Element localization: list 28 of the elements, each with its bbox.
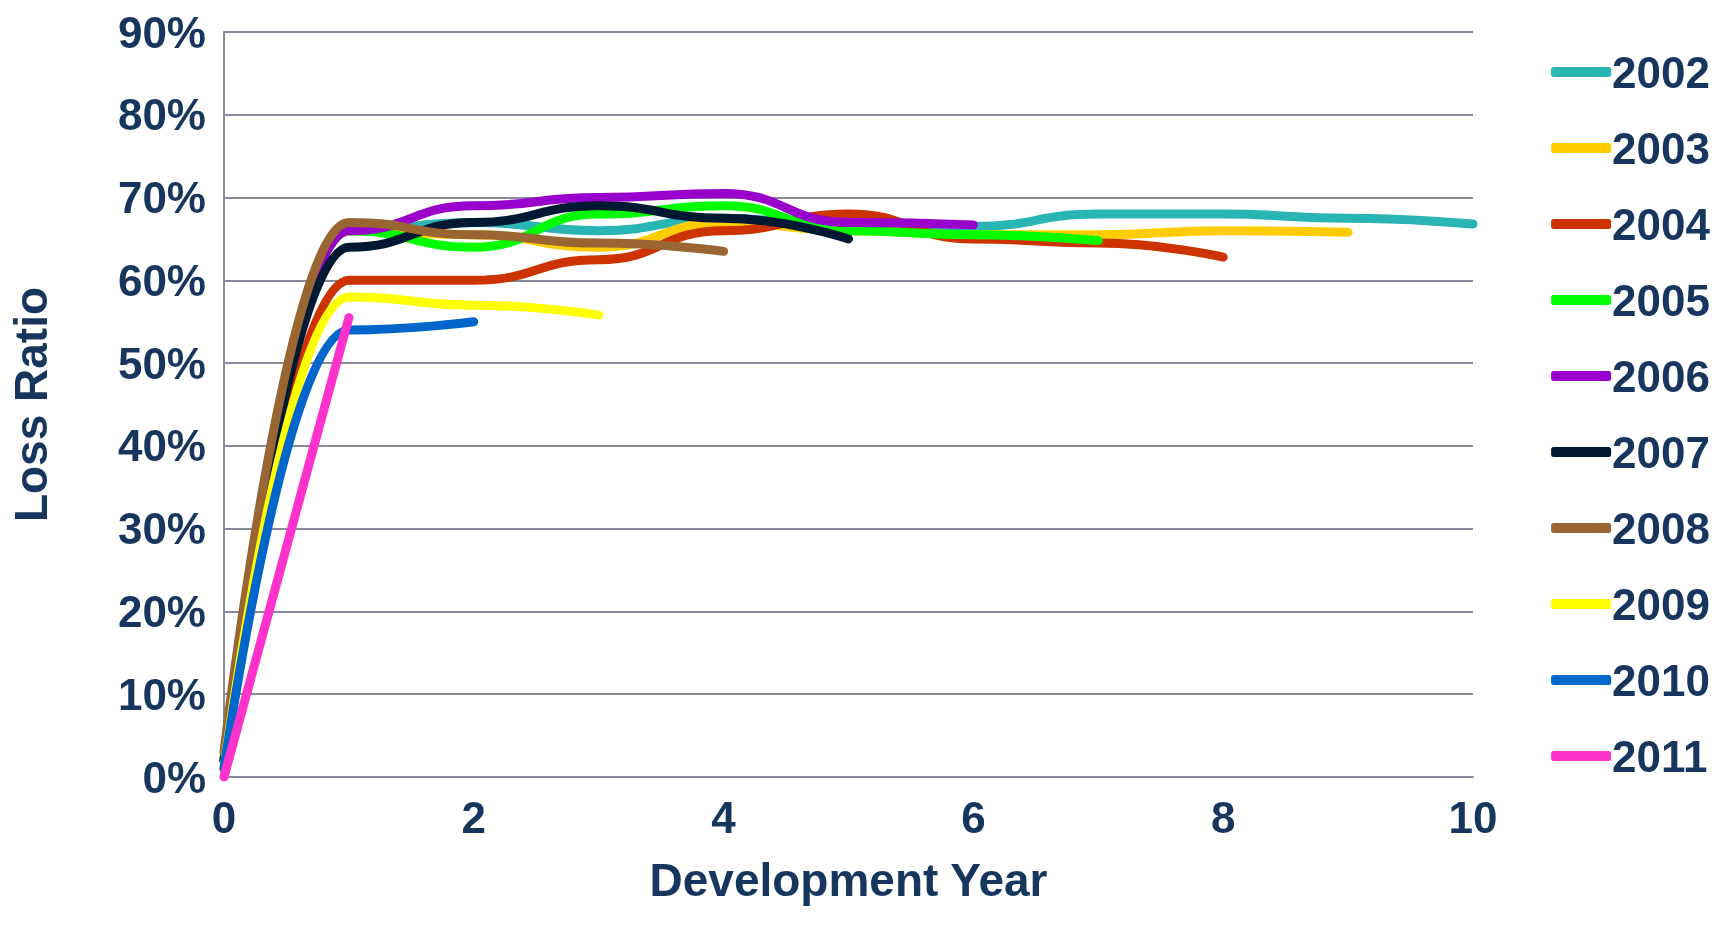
y-axis-title: Loss Ratio [5, 286, 57, 523]
y-tick-label: 40% [117, 421, 206, 471]
y-tick-label: 90% [117, 7, 206, 57]
legend-label: 2010 [1612, 655, 1711, 705]
y-tick-label: 50% [117, 338, 206, 388]
y-tick-label: 20% [117, 586, 206, 636]
y-tick-label: 0% [142, 752, 206, 802]
legend-label: 2004 [1612, 199, 1711, 249]
legend-label: 2011 [1612, 731, 1708, 781]
legend-label: 2008 [1612, 503, 1711, 553]
x-tick-label: 2 [461, 792, 487, 842]
legend-label: 2005 [1612, 275, 1711, 325]
x-tick-label: 6 [961, 792, 986, 842]
legend-label: 2007 [1612, 427, 1711, 477]
legend-label: 2009 [1612, 579, 1711, 629]
legend-label: 2006 [1612, 351, 1711, 401]
x-tick-label: 0 [211, 792, 237, 842]
x-tick-label: 10 [1448, 792, 1498, 842]
x-tick-label: 8 [1210, 792, 1236, 842]
legend-label: 2002 [1612, 47, 1711, 97]
legend-label: 2003 [1612, 123, 1711, 173]
y-tick-label: 30% [117, 504, 206, 554]
y-tick-label: 60% [117, 255, 206, 305]
y-tick-label: 10% [117, 669, 206, 719]
y-tick-label: 70% [117, 173, 206, 223]
x-tick-label: 4 [711, 792, 737, 842]
y-tick-label: 80% [117, 90, 206, 140]
x-axis-title: Development Year [649, 854, 1048, 906]
